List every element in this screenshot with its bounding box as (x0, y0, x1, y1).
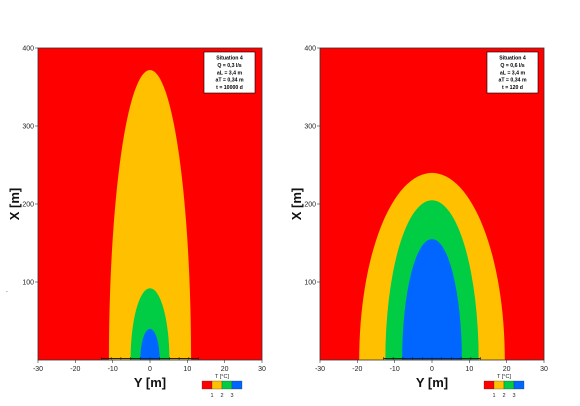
x-tick-label: 20 (503, 366, 511, 373)
y-axis-label: X [m] (7, 188, 22, 221)
y-tick-label: 300 (304, 124, 316, 131)
info-box-frame (486, 51, 539, 94)
x-tick-label: 10 (465, 366, 473, 373)
legend-label: 2 (220, 393, 223, 399)
legend-label: 1 (492, 393, 495, 399)
chart-panel-1: -30 -20 -10 0 10 20 30 100 200 300 400 Y [m] X [m] Si… (7, 46, 266, 400)
contour-level-4-area (140, 328, 160, 360)
info-box-line: Situation 4 (499, 56, 526, 62)
stray-mark: . (6, 287, 8, 294)
y-tick-label: 400 (304, 46, 316, 53)
x-tick-label: -30 (315, 366, 325, 373)
x-tick-label: -20 (352, 366, 362, 373)
contour-level-3-area (130, 288, 170, 360)
legend-swatch (231, 380, 243, 390)
x-axis-label: Y [m] (134, 375, 166, 390)
x-tick-label: -20 (70, 366, 80, 373)
info-box-line: aT = 0,34 m (215, 78, 244, 84)
legend-swatch (493, 380, 505, 390)
info-box: Situation 4Q = 0,6 l/saL = 3,4 m aT = 0,3… (486, 51, 539, 94)
x-tick-label: -10 (390, 366, 400, 373)
legend: T [°C] 1 2 3 (201, 374, 243, 399)
x-tick-label: 30 (540, 366, 548, 373)
info-box: Situation 4Q = 0,3 l/saL = 3,4 m aT = 0,3… (203, 51, 256, 94)
legend-swatch (211, 380, 223, 390)
y-tick-label: 200 (22, 202, 34, 209)
info-box-line: Q = 0,6 l/s (500, 63, 524, 69)
legend-swatch (201, 380, 213, 390)
legend-label: 2 (502, 393, 505, 399)
chart-panel-2: -30 -20 -10 0 10 20 30 100 200 300 400 Y [m] X [m] Si… (289, 46, 548, 400)
x-tick-label: 0 (148, 366, 152, 373)
legend-label: 1 (210, 393, 213, 399)
info-box-line: aT = 0,34 m (498, 78, 527, 84)
legend-swatch (221, 380, 233, 390)
info-box-line: Situation 4 (216, 56, 243, 62)
legend-title: T [°C] (215, 374, 229, 380)
info-box-line: aL = 3,4 m (217, 70, 243, 76)
y-tick-label: 100 (304, 280, 316, 287)
x-tick-label: 30 (258, 366, 266, 373)
legend-swatch (503, 380, 515, 390)
x-tick-label: 20 (221, 366, 229, 373)
info-box-frame (203, 51, 256, 94)
info-box-line: Q = 0,3 l/s (217, 63, 241, 69)
legend-label: 3 (230, 393, 233, 399)
x-tick-label: 10 (183, 366, 191, 373)
y-tick-label: 200 (304, 202, 316, 209)
y-axis-label: X [m] (289, 188, 304, 221)
legend: T [°C] 1 2 3 (483, 374, 525, 399)
info-box-line: t = 10000 d (216, 85, 243, 91)
contour-level-2-area (108, 69, 192, 360)
y-tick-label: 300 (22, 124, 34, 131)
info-box-line: aL = 3,4 m (500, 70, 526, 76)
legend-label: 3 (512, 393, 515, 399)
x-tick-label: -10 (108, 366, 118, 373)
x-axis-label: Y [m] (416, 375, 448, 390)
legend-swatch (483, 380, 495, 390)
x-tick-label: -30 (33, 366, 43, 373)
legend-swatch (513, 380, 525, 390)
contour-level-4-area (402, 239, 462, 360)
y-tick-label: 400 (22, 46, 34, 53)
y-tick-label: 100 (22, 280, 34, 287)
info-box-line: t = 120 d (502, 85, 523, 91)
x-tick-label: 0 (430, 366, 434, 373)
legend-title: T [°C] (497, 374, 511, 380)
